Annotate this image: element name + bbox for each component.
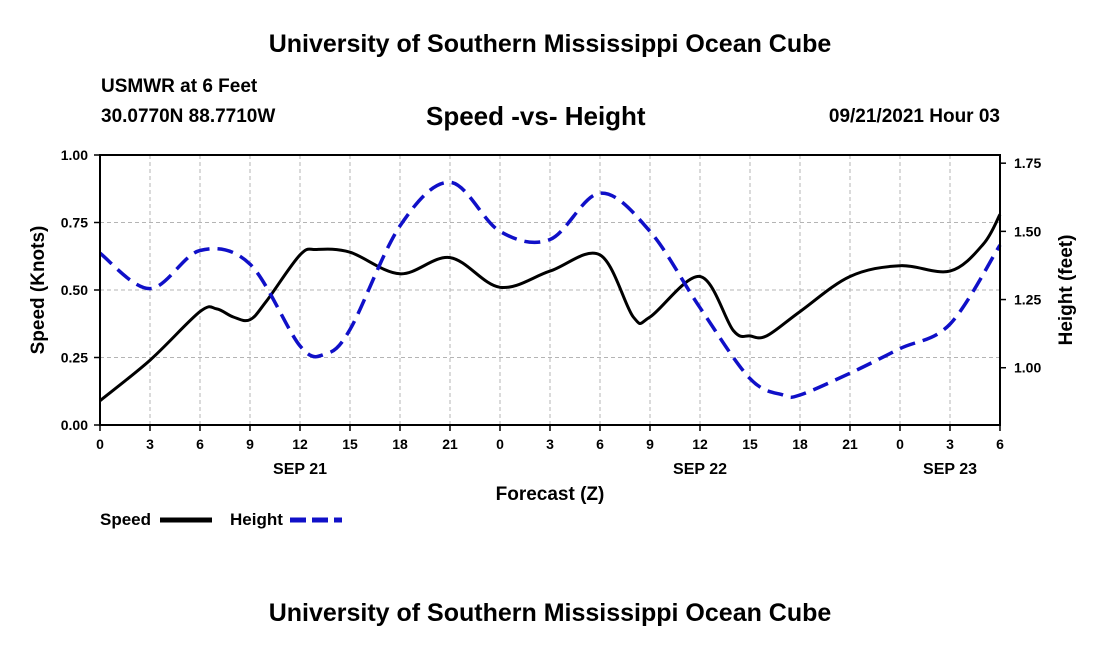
y-tick-label: 0.00 xyxy=(61,417,88,433)
y2-tick-label: 1.00 xyxy=(1014,360,1041,376)
y2-axis-title: Height (feet) xyxy=(1056,235,1077,346)
y-tick-label: 0.25 xyxy=(61,350,88,366)
series-lines xyxy=(98,180,1002,402)
x-tick-label: 21 xyxy=(842,436,858,452)
x-tick-label: 12 xyxy=(292,436,308,452)
x-tick-label: 9 xyxy=(246,436,254,452)
y2-tick-label: 1.25 xyxy=(1014,292,1041,308)
x-tick-label: 0 xyxy=(896,436,904,452)
x-axis-title: Forecast (Z) xyxy=(496,484,605,505)
date-label: SEP 22 xyxy=(673,461,727,478)
x-tick-label: 3 xyxy=(946,436,954,452)
x-tick-label: 18 xyxy=(392,436,408,452)
page-title: University of Southern Mississippi Ocean… xyxy=(268,30,832,58)
axis-labels: Forecast (Z) Speed (Knots) Height (feet) xyxy=(28,226,1077,505)
forecast-run-time: 09/21/2021 Hour 03 xyxy=(828,106,1000,127)
x-tick-label: 0 xyxy=(96,436,104,452)
x-tick-label: 18 xyxy=(792,436,808,452)
legend-label-height: Height xyxy=(230,510,283,529)
series-line-speed xyxy=(99,213,1002,402)
axes: 0 3 6 9 12 15 18 21 0 3 6 9 12 15 18 21 0 3 6 SEP 21 SEP 22 S… xyxy=(61,147,1042,478)
y2-tick-label: 1.50 xyxy=(1014,223,1041,239)
x-tick-label: 3 xyxy=(146,436,154,452)
x-tick-label: 21 xyxy=(442,436,458,452)
station-label: USMWR at 6 Feet xyxy=(101,76,258,97)
x-tick-label: 15 xyxy=(742,436,758,452)
grid xyxy=(100,155,1000,425)
x-tick-label: 0 xyxy=(496,436,504,452)
y2-tick-label: 1.75 xyxy=(1014,155,1041,171)
date-label: SEP 23 xyxy=(923,461,977,478)
date-label: SEP 21 xyxy=(273,461,327,478)
x-tick-label: 12 xyxy=(692,436,708,452)
series-line-height xyxy=(98,180,1002,400)
chart-title: Speed -vs- Height xyxy=(426,101,646,131)
legend-label-speed: Speed xyxy=(100,510,151,529)
y-axis-title: Speed (Knots) xyxy=(28,226,49,355)
station-coordinates: 30.0770N 88.7710W xyxy=(101,106,276,127)
y-tick-label: 0.50 xyxy=(61,282,88,298)
legend: Speed Height xyxy=(100,510,342,529)
x-tick-label: 3 xyxy=(546,436,554,452)
x-tick-label: 6 xyxy=(196,436,204,452)
footer-title: University of Southern Mississippi Ocean… xyxy=(268,599,832,627)
y-tick-label: 0.75 xyxy=(61,215,88,231)
x-tick-label: 6 xyxy=(996,436,1004,452)
x-tick-label: 9 xyxy=(646,436,654,452)
x-tick-label: 6 xyxy=(596,436,604,452)
y-tick-label: 1.00 xyxy=(61,147,88,163)
x-tick-label: 15 xyxy=(342,436,358,452)
